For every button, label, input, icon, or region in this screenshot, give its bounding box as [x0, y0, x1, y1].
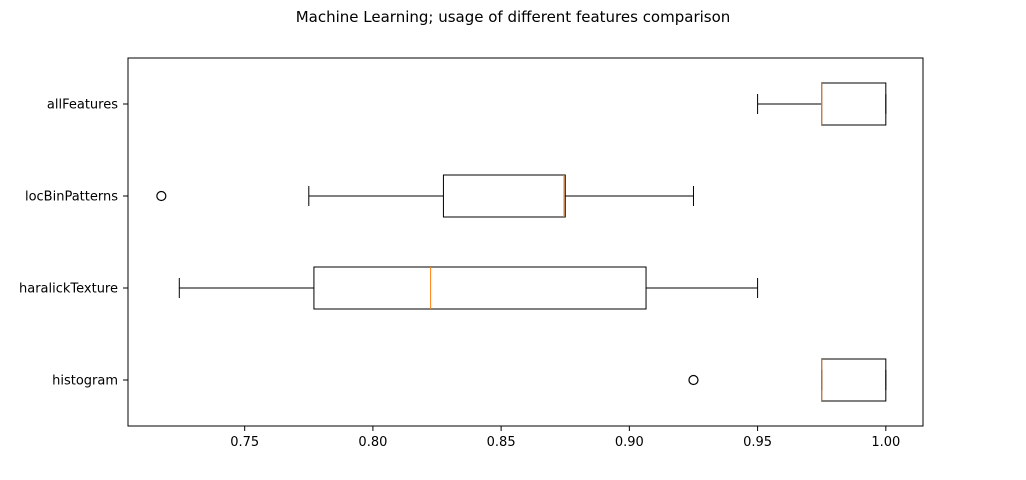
y-tick-label-histogram: histogram: [52, 374, 118, 389]
x-tick-label: 0.75: [230, 435, 259, 450]
box-iqr: [442, 174, 566, 218]
box-haralickTexture: [178, 266, 759, 310]
box-allFeatures: [757, 82, 887, 126]
y-tick-label-allFeatures: allFeatures: [47, 98, 118, 113]
box-histogram: [688, 358, 887, 402]
x-tick-label: 1.00: [871, 435, 900, 450]
plot-area: [156, 82, 887, 402]
y-tick-label-locBinPatterns: locBinPatterns: [25, 190, 118, 205]
x-tick-label: 0.85: [487, 435, 516, 450]
outlier-point: [688, 374, 699, 386]
box-iqr: [821, 358, 887, 402]
y-tick-label-haralickTexture: haralickTexture: [19, 282, 118, 297]
x-tick-label: 0.95: [743, 435, 772, 450]
box-locBinPatterns: [156, 174, 694, 218]
outlier-point: [156, 190, 167, 202]
chart-title: Machine Learning; usage of different fea…: [296, 8, 731, 26]
x-tick-label: 0.90: [615, 435, 644, 450]
x-tick-label: 0.80: [358, 435, 387, 450]
plot-frame: [127, 57, 924, 427]
box-iqr: [313, 266, 647, 310]
box-iqr: [821, 82, 887, 126]
